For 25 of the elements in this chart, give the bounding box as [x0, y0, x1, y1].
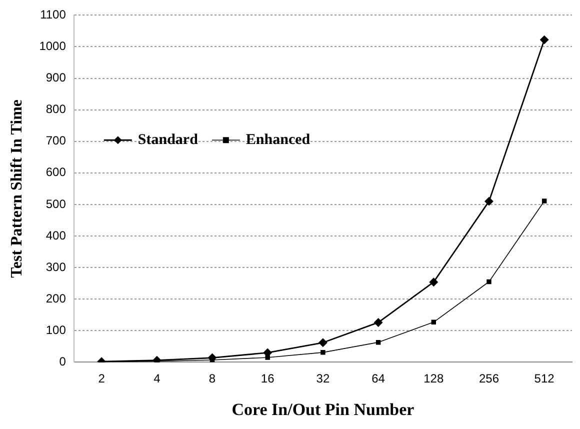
legend-label: Enhanced — [246, 132, 311, 148]
y-tick-label: 1000 — [39, 39, 66, 54]
x-tick-label: 16 — [260, 372, 275, 386]
y-tick-label: 0 — [59, 354, 66, 369]
x-tick-label: 8 — [208, 372, 216, 386]
x-tick-label: 128 — [424, 372, 444, 386]
y-tick-label: 600 — [46, 165, 66, 180]
y-tick-label: 800 — [46, 102, 66, 116]
y-tick-label: 300 — [46, 260, 66, 274]
legend-label: Standard — [138, 132, 199, 148]
y-tick-label: 1100 — [40, 8, 66, 22]
x-tick-label: 64 — [372, 372, 386, 386]
y-tick-label: 100 — [46, 322, 66, 337]
y-tick-label: 500 — [46, 196, 66, 211]
y-axis-title: Test Pattern Shift In Time — [8, 100, 26, 278]
x-axis-title: Core In/Out Pin Number — [232, 400, 415, 420]
y-tick-label: 700 — [46, 134, 66, 148]
x-tick-label: 512 — [534, 372, 555, 386]
x-tick-label: 2 — [98, 372, 106, 386]
y-tick-label: 200 — [46, 291, 66, 306]
x-tick-label: 4 — [154, 372, 161, 386]
y-tick-label: 900 — [46, 70, 66, 85]
y-tick-label: 400 — [46, 228, 66, 242]
x-tick-label: 32 — [316, 372, 330, 386]
x-tick-label: 256 — [478, 372, 500, 386]
